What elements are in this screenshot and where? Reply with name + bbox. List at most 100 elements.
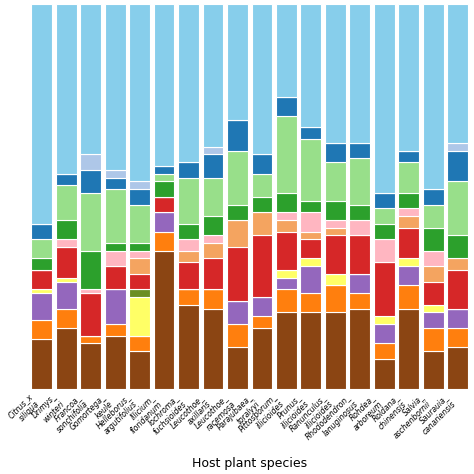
Bar <box>105 324 126 336</box>
Bar <box>227 347 248 390</box>
Bar <box>398 228 419 258</box>
Bar <box>252 212 272 236</box>
Bar <box>31 239 52 258</box>
Bar <box>276 97 297 116</box>
Bar <box>447 236 468 258</box>
Bar <box>154 166 174 173</box>
Bar <box>374 343 395 359</box>
Bar <box>398 193 419 209</box>
Bar <box>374 224 395 239</box>
Bar <box>301 266 321 293</box>
Bar <box>227 205 248 220</box>
Bar <box>56 282 77 309</box>
Bar <box>105 266 126 289</box>
Bar <box>447 347 468 390</box>
Bar <box>423 328 444 351</box>
Bar <box>325 220 346 228</box>
Bar <box>105 170 126 178</box>
Bar <box>276 220 297 231</box>
Bar <box>276 212 297 220</box>
Bar <box>80 4 101 155</box>
Bar <box>252 297 272 316</box>
Bar <box>374 209 395 224</box>
Bar <box>129 243 150 251</box>
Bar <box>202 309 223 390</box>
Bar <box>227 220 248 247</box>
Bar <box>227 151 248 205</box>
Bar <box>301 258 321 266</box>
Bar <box>178 224 199 239</box>
Bar <box>154 212 174 231</box>
Bar <box>154 4 174 166</box>
Bar <box>398 309 419 390</box>
Bar <box>80 289 101 293</box>
Bar <box>129 297 150 336</box>
Bar <box>56 309 77 328</box>
Bar <box>349 158 370 205</box>
Bar <box>129 189 150 205</box>
Bar <box>31 4 52 224</box>
Bar <box>252 155 272 173</box>
Bar <box>129 351 150 390</box>
Bar <box>276 312 297 390</box>
Bar <box>129 205 150 243</box>
Bar <box>31 339 52 390</box>
Bar <box>56 220 77 239</box>
Bar <box>105 189 126 243</box>
Bar <box>398 266 419 285</box>
Bar <box>252 197 272 212</box>
Bar <box>398 285 419 309</box>
Bar <box>105 336 126 390</box>
Bar <box>105 4 126 170</box>
Bar <box>105 251 126 266</box>
Bar <box>252 4 272 155</box>
X-axis label: Host plant species: Host plant species <box>192 457 307 470</box>
Bar <box>31 224 52 239</box>
Bar <box>31 270 52 289</box>
Bar <box>129 274 150 289</box>
Bar <box>154 182 174 197</box>
Bar <box>56 247 77 278</box>
Bar <box>423 205 444 228</box>
Bar <box>129 182 150 189</box>
Bar <box>423 251 444 266</box>
Bar <box>301 128 321 139</box>
Bar <box>202 147 223 155</box>
Bar <box>31 293 52 320</box>
Bar <box>301 231 321 239</box>
Bar <box>374 316 395 324</box>
Bar <box>56 173 77 185</box>
Bar <box>276 270 297 278</box>
Bar <box>178 251 199 262</box>
Bar <box>423 189 444 205</box>
Bar <box>349 274 370 293</box>
Bar <box>56 185 77 220</box>
Bar <box>398 258 419 266</box>
Bar <box>301 4 321 128</box>
Bar <box>227 4 248 120</box>
Bar <box>31 289 52 293</box>
Bar <box>252 316 272 328</box>
Bar <box>80 336 101 343</box>
Bar <box>447 270 468 309</box>
Bar <box>447 182 468 236</box>
Bar <box>325 162 346 201</box>
Bar <box>447 309 468 328</box>
Bar <box>276 116 297 193</box>
Bar <box>349 236 370 274</box>
Bar <box>227 120 248 151</box>
Bar <box>423 305 444 312</box>
Bar <box>80 170 101 193</box>
Bar <box>56 328 77 390</box>
Bar <box>374 193 395 209</box>
Bar <box>447 328 468 347</box>
Bar <box>325 285 346 312</box>
Bar <box>276 4 297 97</box>
Bar <box>301 239 321 258</box>
Bar <box>178 4 199 162</box>
Bar <box>202 155 223 178</box>
Bar <box>80 343 101 390</box>
Bar <box>301 212 321 231</box>
Bar <box>252 328 272 390</box>
Bar <box>178 305 199 390</box>
